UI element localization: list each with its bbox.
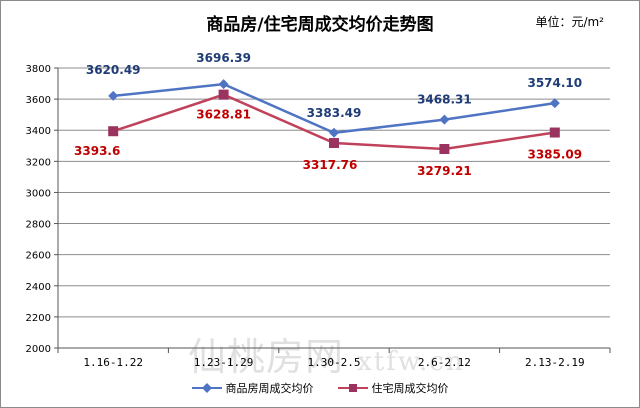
data-label: 3468.31 (417, 93, 472, 107)
y-tick-label: 3400 (26, 126, 51, 137)
x-tick-label: 1.16-1.22 (83, 356, 143, 369)
y-tick-label: 2000 (26, 344, 51, 355)
data-label: 3574.10 (527, 76, 582, 90)
unit-label: 单位：元/m² (535, 15, 604, 29)
y-tick-label: 3800 (26, 64, 51, 75)
x-tick-label: 1.23-1.29 (194, 356, 254, 369)
y-tick-label: 3200 (26, 157, 51, 168)
legend-label-series-2: 住宅周成交均价 (371, 382, 449, 395)
data-label: 3628.81 (196, 108, 251, 122)
y-tick-label: 3600 (26, 95, 51, 106)
data-point-marker (108, 90, 119, 101)
x-tick-label: 1.30-2.5 (308, 356, 361, 369)
data-point-marker (439, 144, 450, 155)
y-tick-label: 2600 (26, 251, 51, 262)
legend: 商品房周成交均价 住宅周成交均价 (0, 380, 640, 396)
data-label: 3317.76 (303, 158, 358, 172)
x-tick-label: 2.6-2.12 (418, 356, 471, 369)
data-label: 3393.6 (74, 144, 120, 158)
data-label: 3383.49 (307, 106, 362, 120)
watermark-site-name: 仙桃房网 (188, 335, 345, 379)
data-point-marker (218, 79, 229, 90)
data-point-marker (439, 114, 450, 125)
x-tick-label: 2.13-2.19 (525, 356, 585, 369)
data-label: 3385.09 (527, 148, 582, 162)
legend-swatch-series-1 (191, 383, 222, 393)
legend-item-series-1: 商品房周成交均价 (191, 380, 314, 396)
data-point-marker (218, 89, 229, 100)
data-point-marker (549, 98, 560, 109)
y-tick-label: 2200 (26, 313, 51, 324)
data-label: 3620.49 (86, 63, 141, 77)
data-label: 3696.39 (196, 51, 251, 65)
chart-title: 商品房/住宅周成交均价走势图 (206, 15, 434, 35)
y-tick-label: 2800 (26, 220, 51, 231)
legend-label-series-1: 商品房周成交均价 (225, 382, 314, 395)
y-tick-label: 3000 (26, 188, 51, 199)
watermark-url: xtfw.cn (357, 347, 465, 377)
y-tick-label: 2400 (26, 282, 51, 293)
data-point-marker (329, 127, 339, 138)
data-point-marker (108, 126, 119, 137)
watermark: 仙桃房网 xtfw.cn (188, 326, 465, 381)
legend-swatch-series-2 (337, 384, 368, 392)
data-point-marker (329, 138, 339, 149)
data-point-marker (549, 127, 560, 138)
data-label: 3279.21 (417, 164, 472, 178)
legend-item-series-2: 住宅周成交均价 (337, 380, 449, 396)
